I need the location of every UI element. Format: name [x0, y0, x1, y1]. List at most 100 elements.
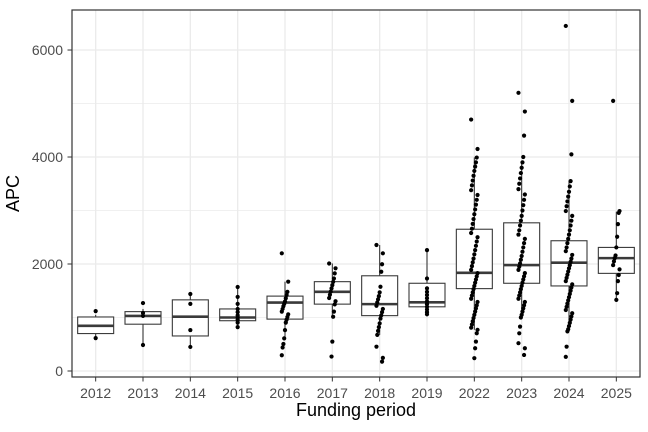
data-point	[332, 271, 337, 276]
x-tick-label: 2018	[364, 385, 395, 401]
data-point	[330, 283, 335, 288]
data-point	[469, 322, 475, 327]
data-point	[519, 165, 524, 170]
data-point	[567, 291, 572, 297]
data-point	[565, 241, 570, 246]
x-tick-label: 2019	[411, 385, 442, 401]
data-point	[235, 284, 240, 290]
data-point	[569, 285, 574, 290]
data-point	[474, 331, 479, 336]
x-tick-label: 2024	[553, 385, 584, 401]
box-2025	[597, 246, 635, 274]
data-point	[475, 271, 480, 276]
data-point	[519, 283, 524, 289]
data-point	[521, 133, 527, 138]
y-axis-title-text: APC	[3, 174, 24, 212]
data-point	[568, 223, 573, 228]
panel-border	[71, 9, 641, 378]
data-point	[279, 353, 284, 358]
data-point	[569, 314, 574, 319]
data-point	[377, 290, 382, 295]
data-point	[516, 296, 521, 301]
data-point	[569, 256, 574, 261]
data-point	[564, 275, 569, 281]
data-point	[331, 309, 337, 314]
data-point	[563, 307, 568, 313]
data-point	[517, 181, 522, 186]
data-point	[140, 313, 146, 319]
data-point	[473, 346, 478, 351]
data-point	[473, 309, 478, 314]
data-point	[331, 276, 337, 281]
data-point	[568, 317, 573, 322]
data-point	[472, 212, 477, 217]
data-point	[612, 256, 617, 261]
data-point	[333, 266, 338, 271]
data-point	[380, 251, 385, 256]
data-point	[519, 213, 524, 218]
data-point	[565, 301, 570, 306]
data-point	[569, 152, 574, 157]
data-point	[566, 269, 571, 274]
data-point	[279, 251, 284, 256]
data-point	[615, 279, 621, 284]
data-point	[140, 342, 146, 348]
data-point	[424, 289, 430, 294]
data-point	[93, 336, 98, 341]
data-point	[474, 197, 479, 202]
data-point	[469, 183, 475, 188]
data-point	[379, 310, 385, 315]
data-point	[235, 294, 240, 300]
data-point	[473, 306, 479, 311]
data-point	[379, 269, 384, 274]
data-point	[282, 336, 287, 341]
data-point	[611, 98, 616, 103]
data-point	[235, 325, 240, 330]
data-point	[235, 301, 240, 306]
data-point	[614, 297, 619, 302]
data-point	[375, 300, 380, 305]
data-point	[327, 295, 332, 301]
data-point	[521, 154, 526, 160]
data-point	[471, 315, 476, 321]
data-point	[568, 259, 573, 264]
data-point	[475, 146, 480, 152]
data-point	[563, 279, 568, 284]
data-point	[374, 242, 379, 248]
data-point	[379, 262, 385, 267]
data-point	[375, 332, 380, 337]
data-point	[521, 197, 527, 202]
data-point	[473, 280, 478, 285]
data-point	[475, 327, 480, 332]
y-tick-label: 2000	[32, 256, 63, 272]
x-tick-label: 2014	[175, 385, 206, 401]
data-point	[615, 234, 620, 239]
data-point	[188, 291, 193, 297]
data-point	[520, 280, 525, 285]
data-point	[473, 202, 479, 207]
data-point	[563, 23, 568, 29]
data-point	[473, 164, 478, 169]
data-point	[566, 236, 571, 241]
data-point	[565, 199, 570, 204]
data-point	[615, 222, 621, 227]
data-point	[329, 354, 334, 359]
data-point	[327, 261, 332, 266]
data-point	[566, 232, 572, 237]
x-tick-label: 2015	[222, 385, 253, 401]
x-tick-label: 2025	[601, 385, 632, 401]
data-point	[374, 303, 379, 308]
data-point	[424, 248, 430, 253]
x-axis-title: Funding period	[295, 400, 417, 420]
data-point	[283, 320, 288, 325]
data-point	[566, 189, 572, 194]
data-point	[520, 309, 525, 314]
data-point	[614, 245, 619, 250]
data-point	[520, 249, 525, 254]
data-point	[567, 228, 572, 233]
x-tick-label: 2016	[269, 385, 300, 401]
data-point	[522, 271, 527, 276]
data-point	[281, 341, 286, 347]
data-point	[475, 299, 480, 305]
